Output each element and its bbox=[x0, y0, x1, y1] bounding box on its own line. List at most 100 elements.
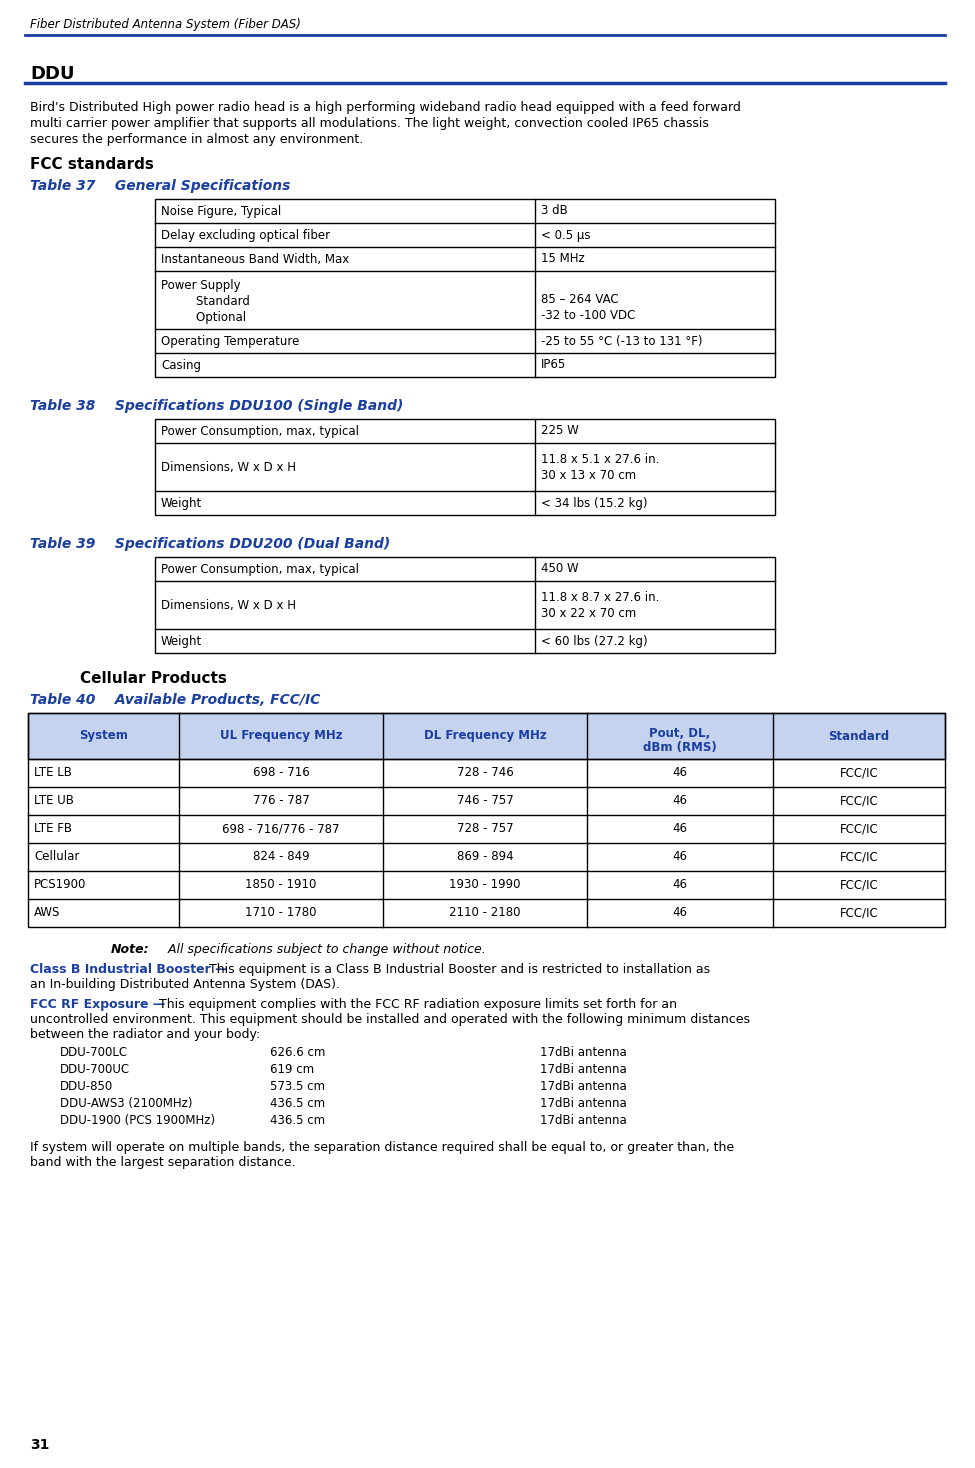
Text: 85 – 264 VAC: 85 – 264 VAC bbox=[541, 294, 618, 305]
Text: 3 dB: 3 dB bbox=[541, 204, 567, 217]
Text: Cellular Products: Cellular Products bbox=[80, 671, 227, 686]
Text: PCS1900: PCS1900 bbox=[34, 878, 87, 891]
Text: Fiber Distributed Antenna System (Fiber DAS): Fiber Distributed Antenna System (Fiber … bbox=[30, 18, 301, 31]
Text: Cellular: Cellular bbox=[34, 850, 79, 863]
Text: 17dBi antenna: 17dBi antenna bbox=[540, 1080, 627, 1094]
Text: FCC/IC: FCC/IC bbox=[839, 878, 878, 891]
Text: 436.5 cm: 436.5 cm bbox=[270, 1097, 325, 1110]
Text: 1710 - 1780: 1710 - 1780 bbox=[246, 907, 317, 919]
Text: AWS: AWS bbox=[34, 907, 60, 919]
Text: 46: 46 bbox=[673, 822, 687, 835]
Text: This equipment complies with the FCC RF radiation exposure limits set forth for : This equipment complies with the FCC RF … bbox=[155, 998, 677, 1011]
Text: 11.8 x 5.1 x 27.6 in.: 11.8 x 5.1 x 27.6 in. bbox=[541, 454, 659, 465]
Text: -32 to -100 VDC: -32 to -100 VDC bbox=[541, 308, 636, 321]
Text: Delay excluding optical fiber: Delay excluding optical fiber bbox=[161, 229, 331, 242]
Text: Table 39    Specifications DDU200 (Dual Band): Table 39 Specifications DDU200 (Dual Ban… bbox=[30, 537, 390, 550]
Text: Table 38    Specifications DDU100 (Single Band): Table 38 Specifications DDU100 (Single B… bbox=[30, 399, 404, 413]
Text: 225 W: 225 W bbox=[541, 424, 579, 437]
Text: 1850 - 1910: 1850 - 1910 bbox=[246, 878, 317, 891]
Text: 30 x 13 x 70 cm: 30 x 13 x 70 cm bbox=[541, 468, 636, 482]
Text: an In-building Distributed Antenna System (DAS).: an In-building Distributed Antenna Syste… bbox=[30, 978, 340, 991]
Text: LTE FB: LTE FB bbox=[34, 822, 72, 835]
Text: Table 40    Available Products, FCC/IC: Table 40 Available Products, FCC/IC bbox=[30, 693, 320, 708]
Text: 17dBi antenna: 17dBi antenna bbox=[540, 1097, 627, 1110]
Text: DDU-850: DDU-850 bbox=[60, 1080, 113, 1094]
Text: Optional: Optional bbox=[181, 311, 246, 324]
Text: Casing: Casing bbox=[161, 358, 201, 371]
Text: DDU-700LC: DDU-700LC bbox=[60, 1047, 128, 1058]
Text: Noise Figure, Typical: Noise Figure, Typical bbox=[161, 204, 281, 217]
Text: 746 - 757: 746 - 757 bbox=[456, 794, 514, 807]
Text: 573.5 cm: 573.5 cm bbox=[270, 1080, 325, 1094]
Text: DDU-AWS3 (2100MHz): DDU-AWS3 (2100MHz) bbox=[60, 1097, 192, 1110]
Text: 869 - 894: 869 - 894 bbox=[456, 850, 513, 863]
Text: Dimensions, W x D x H: Dimensions, W x D x H bbox=[161, 599, 296, 612]
Text: between the radiator and your body:: between the radiator and your body: bbox=[30, 1028, 260, 1041]
Text: 698 - 716/776 - 787: 698 - 716/776 - 787 bbox=[222, 822, 339, 835]
Text: All specifications subject to change without notice.: All specifications subject to change wit… bbox=[160, 942, 486, 956]
Text: 1930 - 1990: 1930 - 1990 bbox=[449, 878, 521, 891]
Text: Power Consumption, max, typical: Power Consumption, max, typical bbox=[161, 562, 359, 575]
Text: Instantaneous Band Width, Max: Instantaneous Band Width, Max bbox=[161, 252, 349, 266]
Text: If system will operate on multiple bands, the separation distance required shall: If system will operate on multiple bands… bbox=[30, 1141, 734, 1154]
Bar bbox=[155, 200, 775, 377]
Text: DDU-700UC: DDU-700UC bbox=[60, 1063, 130, 1076]
Text: 728 - 757: 728 - 757 bbox=[456, 822, 513, 835]
Text: FCC/IC: FCC/IC bbox=[839, 794, 878, 807]
Text: secures the performance in almost any environment.: secures the performance in almost any en… bbox=[30, 134, 364, 145]
Text: 17dBi antenna: 17dBi antenna bbox=[540, 1047, 627, 1058]
Text: 17dBi antenna: 17dBi antenna bbox=[540, 1114, 627, 1127]
Text: 46: 46 bbox=[673, 766, 687, 780]
Text: Standard: Standard bbox=[829, 730, 889, 743]
Text: 436.5 cm: 436.5 cm bbox=[270, 1114, 325, 1127]
Text: LTE UB: LTE UB bbox=[34, 794, 74, 807]
Text: Bird's Distributed High power radio head is a high performing wideband radio hea: Bird's Distributed High power radio head… bbox=[30, 101, 741, 115]
Text: 2110 - 2180: 2110 - 2180 bbox=[449, 907, 521, 919]
Bar bbox=[155, 556, 775, 653]
Text: This equipment is a Class B Industrial Booster and is restricted to installation: This equipment is a Class B Industrial B… bbox=[205, 963, 710, 976]
Text: Power Consumption, max, typical: Power Consumption, max, typical bbox=[161, 424, 359, 437]
Text: 698 - 716: 698 - 716 bbox=[253, 766, 309, 780]
Text: 46: 46 bbox=[673, 907, 687, 919]
Text: 46: 46 bbox=[673, 850, 687, 863]
Text: band with the largest separation distance.: band with the largest separation distanc… bbox=[30, 1155, 295, 1169]
Text: System: System bbox=[79, 730, 128, 743]
Text: UL Frequency MHz: UL Frequency MHz bbox=[219, 730, 342, 743]
Text: FCC/IC: FCC/IC bbox=[839, 907, 878, 919]
Bar bbox=[28, 713, 945, 759]
Text: multi carrier power amplifier that supports all modulations. The light weight, c: multi carrier power amplifier that suppo… bbox=[30, 117, 709, 131]
Text: 619 cm: 619 cm bbox=[270, 1063, 314, 1076]
Text: 30 x 22 x 70 cm: 30 x 22 x 70 cm bbox=[541, 606, 637, 619]
Text: Pout, DL,: Pout, DL, bbox=[649, 727, 711, 740]
Text: Standard: Standard bbox=[181, 295, 250, 308]
Text: Operating Temperature: Operating Temperature bbox=[161, 335, 299, 348]
Text: DDU-1900 (PCS 1900MHz): DDU-1900 (PCS 1900MHz) bbox=[60, 1114, 215, 1127]
Bar bbox=[155, 418, 775, 515]
Text: 17dBi antenna: 17dBi antenna bbox=[540, 1063, 627, 1076]
Text: 728 - 746: 728 - 746 bbox=[456, 766, 514, 780]
Text: FCC RF Exposure —: FCC RF Exposure — bbox=[30, 998, 165, 1011]
Text: 46: 46 bbox=[673, 794, 687, 807]
Text: FCC standards: FCC standards bbox=[30, 157, 154, 172]
Text: < 34 lbs (15.2 kg): < 34 lbs (15.2 kg) bbox=[541, 496, 647, 509]
Text: Power Supply: Power Supply bbox=[161, 279, 241, 292]
Text: Dimensions, W x D x H: Dimensions, W x D x H bbox=[161, 461, 296, 474]
Text: DDU: DDU bbox=[30, 65, 74, 84]
Text: 776 - 787: 776 - 787 bbox=[253, 794, 309, 807]
Text: 450 W: 450 W bbox=[541, 562, 578, 575]
Text: FCC/IC: FCC/IC bbox=[839, 850, 878, 863]
Text: 626.6 cm: 626.6 cm bbox=[270, 1047, 326, 1058]
Text: IP65: IP65 bbox=[541, 358, 566, 371]
Bar bbox=[28, 713, 945, 926]
Text: DL Frequency MHz: DL Frequency MHz bbox=[423, 730, 546, 743]
Text: dBm (RMS): dBm (RMS) bbox=[644, 741, 717, 755]
Text: 46: 46 bbox=[673, 878, 687, 891]
Text: Note:: Note: bbox=[111, 942, 149, 956]
Text: Table 37    General Specifications: Table 37 General Specifications bbox=[30, 179, 291, 192]
Text: < 60 lbs (27.2 kg): < 60 lbs (27.2 kg) bbox=[541, 634, 647, 647]
Text: Weight: Weight bbox=[161, 496, 202, 509]
Text: 31: 31 bbox=[30, 1439, 50, 1452]
Text: Weight: Weight bbox=[161, 634, 202, 647]
Text: 15 MHz: 15 MHz bbox=[541, 252, 585, 266]
Text: -25 to 55 °C (-13 to 131 °F): -25 to 55 °C (-13 to 131 °F) bbox=[541, 335, 703, 348]
